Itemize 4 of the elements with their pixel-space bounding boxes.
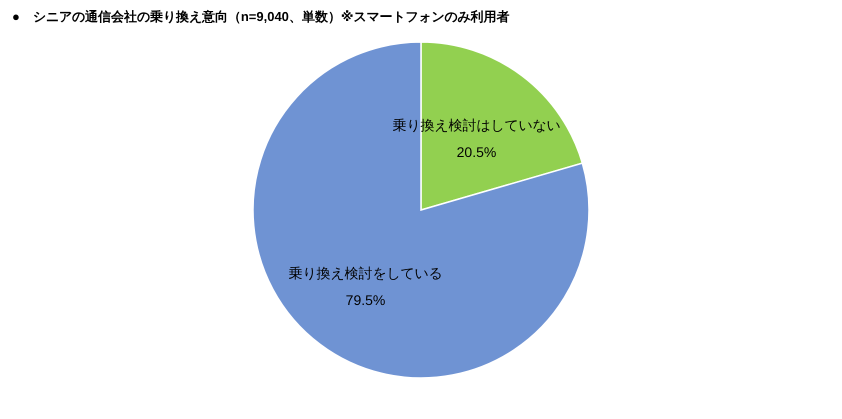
- slice-label: 乗り換え検討をしている: [288, 264, 443, 281]
- data-label: 79.5%: [346, 292, 386, 308]
- data-label: 20.5%: [456, 144, 496, 160]
- chart-title: ● シニアの通信会社の乗り換え意向（n=9,040、単数）※スマートフォンのみ利用者: [12, 9, 510, 24]
